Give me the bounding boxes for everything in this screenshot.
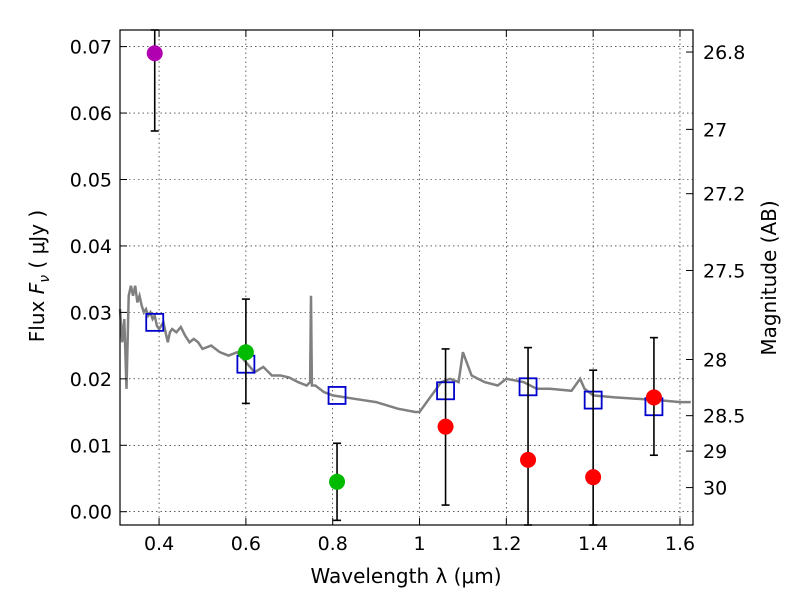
x-tick-label: 0.6 (231, 533, 261, 555)
y2-axis-ticks: 26.8 27 27.2 27.5 28 28.5 29 30 (686, 42, 745, 500)
x-axis-ticks: 0.4 0.6 0.8 1 1.2 1.4 1.6 (144, 30, 695, 555)
y2-tick-label: 27 (703, 119, 727, 141)
y2-tick-label: 28.5 (703, 406, 745, 428)
y-axis-ticks: 0.00 0.01 0.02 0.03 0.04 0.05 0.06 0.07 (70, 37, 127, 524)
observed-point (585, 469, 602, 486)
observed-point (645, 389, 662, 406)
x-tick-label: 0.4 (144, 533, 174, 555)
plot-frame (119, 29, 694, 526)
y-tick-label: 0.02 (70, 369, 112, 391)
observed-point (237, 344, 254, 361)
y2-tick-label: 30 (703, 478, 727, 500)
x-axis-label: Wavelength λ (μm) (310, 564, 501, 588)
x-tick-label: 1.4 (578, 533, 608, 555)
x-tick-label: 1.2 (491, 533, 521, 555)
model-band-squares (145, 312, 664, 417)
y-tick-label: 0.03 (70, 302, 112, 324)
y-tick-label: 0.06 (70, 103, 112, 125)
x-tick-label: 0.8 (318, 533, 348, 555)
error-bars (150, 29, 658, 526)
observed-point (437, 418, 454, 435)
y2-tick-label: 27.2 (703, 184, 745, 206)
y-tick-label: 0.04 (70, 236, 112, 258)
model-band-square (327, 386, 347, 405)
y-tick-label: 0.05 (70, 169, 112, 191)
model-spectrum-line (118, 285, 691, 414)
y-tick-label: 0.00 (70, 502, 112, 524)
y2-tick-label: 26.8 (703, 42, 745, 64)
y-axis-label: Flux Fν ( μJy ) (25, 210, 53, 342)
x-tick-label: 1 (413, 533, 425, 555)
observed-point (146, 45, 163, 62)
observed-points (146, 45, 662, 490)
y2-tick-label: 28 (703, 349, 727, 371)
y2-tick-label: 29 (703, 441, 727, 463)
x-tick-label: 1.6 (665, 533, 695, 555)
grid (120, 30, 693, 525)
observed-point (520, 451, 537, 468)
y2-axis-label: Magnitude (AB) (757, 200, 781, 355)
y2-tick-label: 27.5 (703, 260, 745, 282)
model-band-square (145, 312, 165, 332)
observed-point (329, 473, 346, 490)
model-spectrum (118, 285, 691, 414)
y-tick-label: 0.07 (70, 37, 112, 59)
y-tick-label: 0.01 (70, 435, 112, 457)
